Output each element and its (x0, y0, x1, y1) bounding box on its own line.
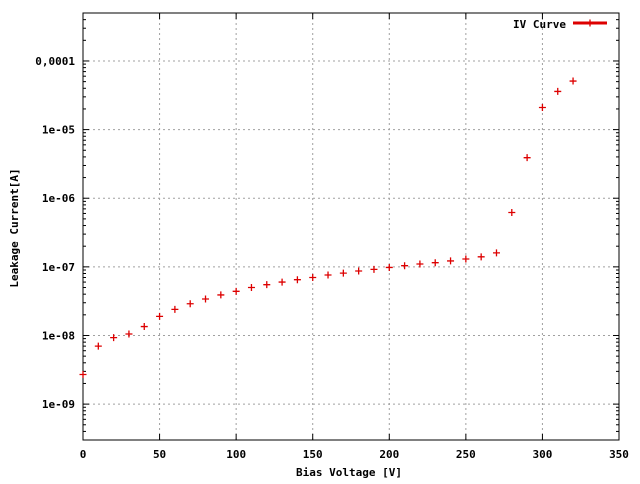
data-point (538, 103, 546, 111)
legend-label: IV Curve (513, 18, 566, 31)
data-point (431, 259, 439, 267)
data-point (171, 305, 179, 313)
data-point (263, 281, 271, 289)
x-tick-labels: 0 50 100 150 200 250 300 350 (80, 448, 629, 461)
x-tick-label: 350 (609, 448, 629, 461)
plot-frame (82, 12, 620, 441)
y-axis-label: Leakage Current[A] (8, 168, 21, 287)
data-point (416, 260, 424, 268)
data-point (324, 271, 332, 279)
data-point (523, 154, 531, 162)
legend: IV Curve (513, 18, 607, 31)
x-tick-label: 100 (226, 448, 246, 461)
data-point (401, 262, 409, 270)
y-tick-label: 1e-08 (42, 329, 75, 342)
data-point (370, 265, 378, 273)
data-point (110, 334, 118, 342)
y-tick-label: 1e-09 (42, 398, 75, 411)
data-point (202, 295, 210, 303)
x-tick-label: 150 (303, 448, 323, 461)
legend-marker-sample (586, 19, 594, 27)
data-point (94, 342, 102, 350)
data-point (508, 208, 516, 216)
grid-lines (83, 13, 619, 440)
data-point (447, 257, 455, 265)
x-tick-label: 300 (532, 448, 552, 461)
data-point (554, 87, 562, 95)
data-point (385, 263, 393, 271)
x-axis-label: Bias Voltage [V] (296, 466, 402, 479)
data-point (156, 312, 164, 320)
data-point (278, 278, 286, 286)
axis-ticks (82, 13, 620, 440)
data-point (462, 255, 470, 263)
data-point (477, 253, 485, 261)
data-point (355, 267, 363, 275)
y-tick-label: 1e-05 (42, 124, 75, 137)
data-point (140, 323, 148, 331)
data-point (217, 291, 225, 299)
data-point (125, 330, 133, 338)
data-point (79, 371, 87, 379)
data-point (569, 77, 577, 85)
x-tick-label: 0 (80, 448, 87, 461)
y-tick-label: 1e-07 (42, 261, 75, 274)
data-point (186, 300, 194, 308)
data-point (247, 284, 255, 292)
data-point (492, 249, 500, 257)
data-point (293, 276, 301, 284)
data-point (309, 273, 317, 281)
y-tick-label: 1e-06 (42, 192, 75, 205)
data-points (79, 77, 577, 379)
data-point (232, 287, 240, 295)
x-tick-label: 50 (153, 448, 166, 461)
data-point (339, 269, 347, 277)
y-tick-labels: 1e-09 1e-08 1e-07 1e-06 1e-05 0,0001 (35, 55, 75, 411)
x-tick-label: 200 (379, 448, 399, 461)
x-tick-label: 250 (456, 448, 476, 461)
y-tick-label: 0,0001 (35, 55, 75, 68)
